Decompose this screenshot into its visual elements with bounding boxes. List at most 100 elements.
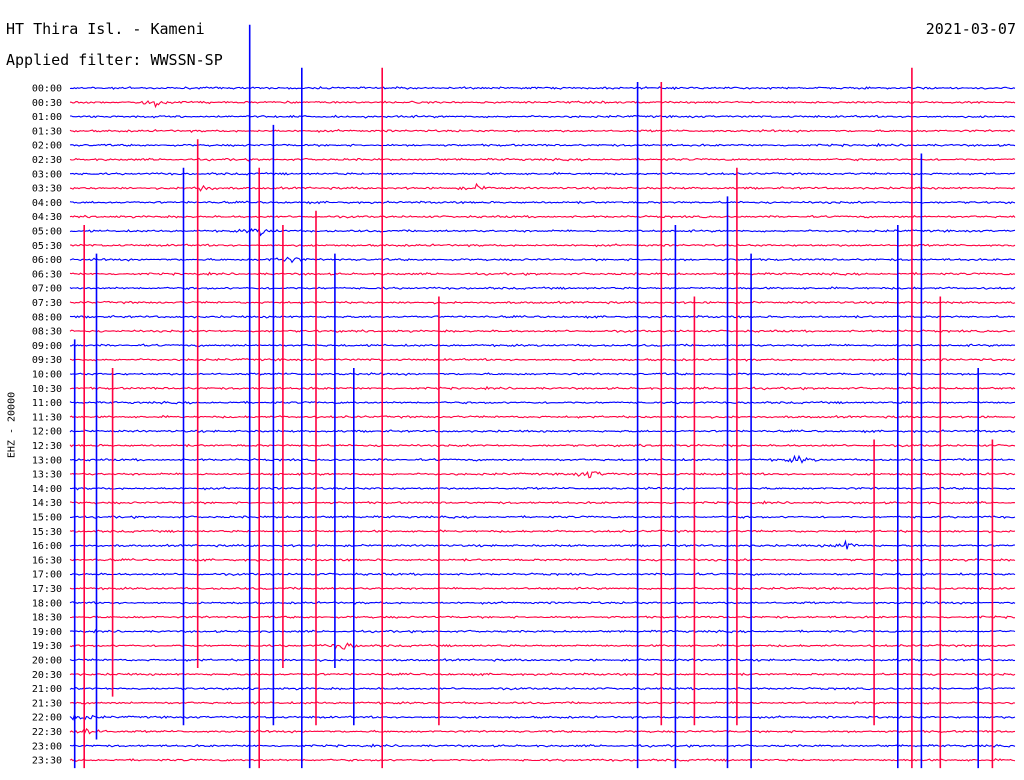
spike-lines: [73, 24, 994, 769]
trace-line: [69, 243, 1016, 248]
trace-line: [69, 86, 1016, 91]
row-label: 13:00: [32, 455, 62, 466]
trace-line: [69, 712, 1016, 721]
trace-line: [69, 558, 1016, 563]
row-label: 23:30: [32, 756, 62, 767]
row-label: 07:00: [32, 284, 62, 295]
trace-line: [69, 214, 1016, 219]
trace-line: [70, 615, 1016, 620]
trace-line: [69, 128, 1016, 134]
row-label: 14:00: [32, 484, 62, 495]
trace-line: [69, 743, 1016, 748]
row-label: 06:00: [32, 255, 62, 266]
row-label: 10:00: [32, 370, 62, 381]
row-label: 16:30: [32, 555, 62, 566]
row-label: 12:00: [32, 427, 62, 438]
row-label: 07:30: [32, 298, 62, 309]
row-label: 13:30: [32, 470, 62, 481]
trace-line: [69, 271, 1016, 277]
row-label: 23:00: [32, 741, 62, 752]
row-label: 02:00: [32, 141, 62, 152]
date-label: 2021-03-07: [925, 20, 1016, 38]
trace-line: [69, 142, 1016, 148]
trace-line: [70, 114, 1016, 119]
trace-line: [69, 385, 1016, 391]
trace-line: [69, 727, 1016, 735]
trace-line: [69, 286, 1016, 291]
row-label: 15:00: [32, 513, 62, 524]
row-label: 04:30: [32, 212, 62, 223]
row-label: 17:30: [32, 584, 62, 595]
row-label: 11:00: [32, 398, 62, 409]
trace-line: [69, 628, 1016, 634]
trace-line: [69, 182, 1016, 192]
row-label: 03:00: [32, 169, 62, 180]
row-label: 10:30: [32, 384, 62, 395]
row-label: 14:30: [32, 498, 62, 509]
trace-line: [69, 357, 1016, 362]
trace-line: [69, 600, 1016, 605]
row-label: 08:00: [32, 312, 62, 323]
row-label: 16:00: [32, 541, 62, 552]
row-label: 12:30: [32, 441, 62, 452]
trace-line: [69, 572, 1016, 577]
row-label: 18:30: [32, 613, 62, 624]
trace-line: [69, 758, 1016, 762]
row-label: 15:30: [32, 527, 62, 538]
row-label: 09:00: [32, 341, 62, 352]
row-label: 09:30: [32, 355, 62, 366]
trace-line: [69, 100, 1016, 109]
row-label: 21:00: [32, 684, 62, 695]
row-label: 06:30: [32, 269, 62, 280]
trace-line: [69, 672, 1016, 677]
row-label: 02:30: [32, 155, 62, 166]
filter-label: Applied filter: WWSSN-SP: [6, 51, 223, 69]
trace-line: [69, 443, 1016, 448]
row-label: 17:00: [32, 570, 62, 581]
trace-line: [69, 227, 1016, 237]
trace-line: [69, 157, 1016, 162]
row-label: 05:00: [32, 227, 62, 238]
trace-line: [69, 500, 1016, 505]
trace-line: [69, 329, 1016, 333]
row-label: 03:30: [32, 184, 62, 195]
row-label: 11:30: [32, 412, 62, 423]
row-label: 05:30: [32, 241, 62, 252]
trace-line: [69, 700, 1016, 705]
trace-line: [69, 658, 1016, 662]
row-label: 08:30: [32, 327, 62, 338]
row-label: 00:00: [32, 84, 62, 95]
trace-line: [69, 539, 1016, 550]
row-label: 21:30: [32, 698, 62, 709]
row-label: 01:30: [32, 126, 62, 137]
row-label: 19:00: [32, 627, 62, 638]
trace-line: [69, 642, 1016, 650]
row-label: 22:00: [32, 713, 62, 724]
trace-line: [69, 470, 1016, 479]
row-labels: 00:00 00:30 01:00 01:30 02:00 02:30 03:00 03:30…: [32, 84, 62, 767]
row-label: 04:00: [32, 198, 62, 209]
station-title: HT Thira Isl. - Kameni: [6, 20, 205, 38]
trace-line: [69, 454, 1016, 464]
trace-line: [69, 372, 1016, 376]
trace-line: [69, 486, 1015, 491]
trace-line: [69, 200, 1016, 205]
row-label: 18:00: [32, 598, 62, 609]
trace-line: [69, 256, 1016, 264]
row-label: 20:00: [32, 656, 62, 667]
trace-line: [69, 529, 1016, 534]
trace-line: [70, 514, 1016, 520]
row-label: 19:30: [32, 641, 62, 652]
trace-lines: [69, 86, 1016, 762]
row-label: 01:00: [32, 112, 62, 123]
trace-line: [69, 414, 1016, 419]
trace-line: [70, 343, 1015, 348]
trace-line: [69, 300, 1016, 305]
row-label: 22:30: [32, 727, 62, 738]
trace-line: [69, 586, 1016, 591]
trace-line: [69, 686, 1016, 691]
trace-line: [69, 314, 1016, 319]
trace-line: [70, 171, 1016, 176]
row-label: 20:30: [32, 670, 62, 681]
